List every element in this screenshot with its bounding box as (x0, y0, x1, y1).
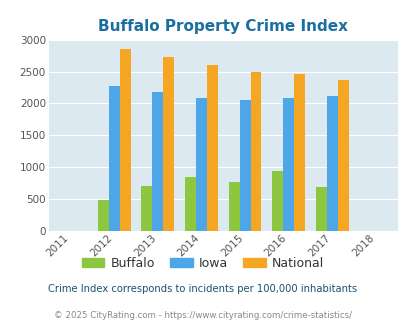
Bar (98, 200, 109, 231)
Bar (326, 96, 337, 231)
Bar (152, 92, 163, 231)
Legend: Buffalo, Iowa, National: Buffalo, Iowa, National (77, 252, 328, 275)
Text: © 2025 CityRating.com - https://www.cityrating.com/crime-statistics/: © 2025 CityRating.com - https://www.city… (54, 312, 351, 320)
Bar (185, 177, 196, 231)
Bar (141, 186, 152, 231)
Title: Buffalo Property Crime Index: Buffalo Property Crime Index (98, 19, 347, 34)
Text: Crime Index corresponds to incidents per 100,000 inhabitants: Crime Index corresponds to incidents per… (48, 284, 357, 294)
Bar (250, 72, 261, 231)
Bar (239, 100, 250, 231)
Bar (294, 74, 305, 231)
Bar (109, 86, 119, 231)
Bar (315, 187, 326, 231)
Bar (119, 49, 130, 231)
Bar (196, 98, 207, 231)
Bar (163, 57, 174, 231)
Bar (337, 81, 348, 231)
Bar (272, 171, 283, 231)
Bar (283, 98, 294, 231)
Bar (228, 182, 239, 231)
Bar (207, 65, 217, 231)
